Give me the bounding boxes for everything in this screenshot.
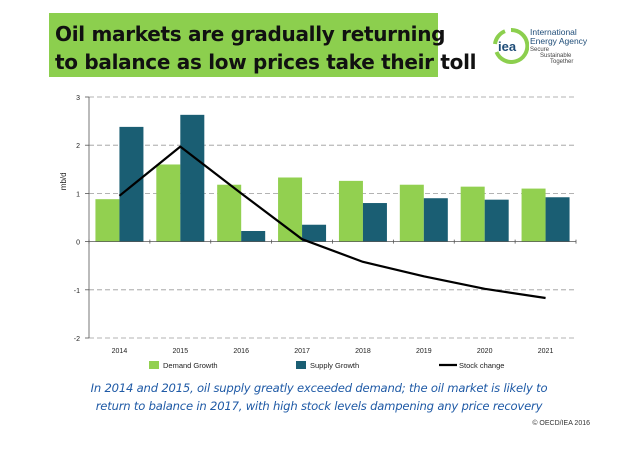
supply-growth-bar	[180, 114, 205, 242]
page-title-line-1: Oil markets are gradually returning	[55, 22, 446, 46]
x-tick-label: 2014	[112, 348, 128, 355]
y-tick-label: -1	[74, 288, 80, 295]
supply-growth-bar	[423, 198, 448, 242]
legend-label: Supply Growth	[310, 361, 359, 370]
demand-growth-bar	[521, 188, 546, 242]
y-axis-title: mb/d	[59, 172, 68, 190]
x-tick-label: 2019	[416, 348, 432, 355]
supply-growth-bar	[302, 224, 327, 242]
iea-tagline-3: Together	[550, 59, 574, 65]
title-banner: Oil markets are gradually returning to b…	[49, 13, 476, 77]
demand-growth-bar	[156, 164, 181, 242]
y-tick-label: 2	[76, 143, 80, 150]
x-tick-label: 2018	[355, 348, 371, 355]
y-tick-label: 0	[76, 240, 80, 247]
legend-label: Demand Growth	[163, 361, 218, 370]
supply-growth-bar	[119, 126, 144, 242]
iea-logo-mark: iea	[498, 39, 517, 54]
supply-growth-bar	[241, 230, 266, 242]
legend-label: Stock change	[459, 361, 504, 370]
iea-logo: iea International Energy Agency Secure S…	[493, 26, 593, 68]
stock-change-line	[118, 145, 546, 300]
demand-growth-bar	[399, 184, 424, 242]
demand-growth-bar	[95, 199, 120, 242]
supply-growth-bar	[484, 199, 509, 242]
y-tick-label: 3	[76, 95, 80, 102]
iea-logo-icon	[493, 28, 529, 64]
y-tick-label: -2	[74, 336, 80, 343]
x-tick-label: 2020	[477, 348, 493, 355]
caption-line-2: return to balance in 2017, with high sto…	[95, 399, 543, 413]
copyright-notice: © OECD/IEA 2016	[532, 420, 590, 427]
legend-swatch	[149, 361, 159, 369]
iea-tagline-2: Sustainable	[540, 53, 572, 59]
demand-growth-bar	[217, 184, 242, 242]
x-tick-label: 2017	[294, 348, 310, 355]
supply-growth-bar	[545, 197, 570, 242]
iea-name-line-1: International	[530, 27, 577, 37]
x-tick-label: 2015	[173, 348, 189, 355]
y-tick-label: 1	[76, 191, 80, 198]
supply-growth-bar	[362, 203, 387, 242]
x-tick-label: 2021	[538, 348, 554, 355]
demand-growth-bar	[278, 177, 303, 242]
page-title-line-2: to balance as low prices take their toll	[55, 50, 477, 74]
caption-line-1: In 2014 and 2015, oil supply greatly exc…	[90, 381, 548, 395]
demand-growth-bar	[460, 186, 485, 242]
demand-growth-bar	[338, 180, 363, 242]
iea-tagline-1: Secure	[530, 47, 550, 53]
x-tick-label: 2016	[233, 348, 249, 355]
iea-name-line-2: Energy Agency	[530, 36, 588, 46]
legend-swatch	[296, 361, 306, 369]
